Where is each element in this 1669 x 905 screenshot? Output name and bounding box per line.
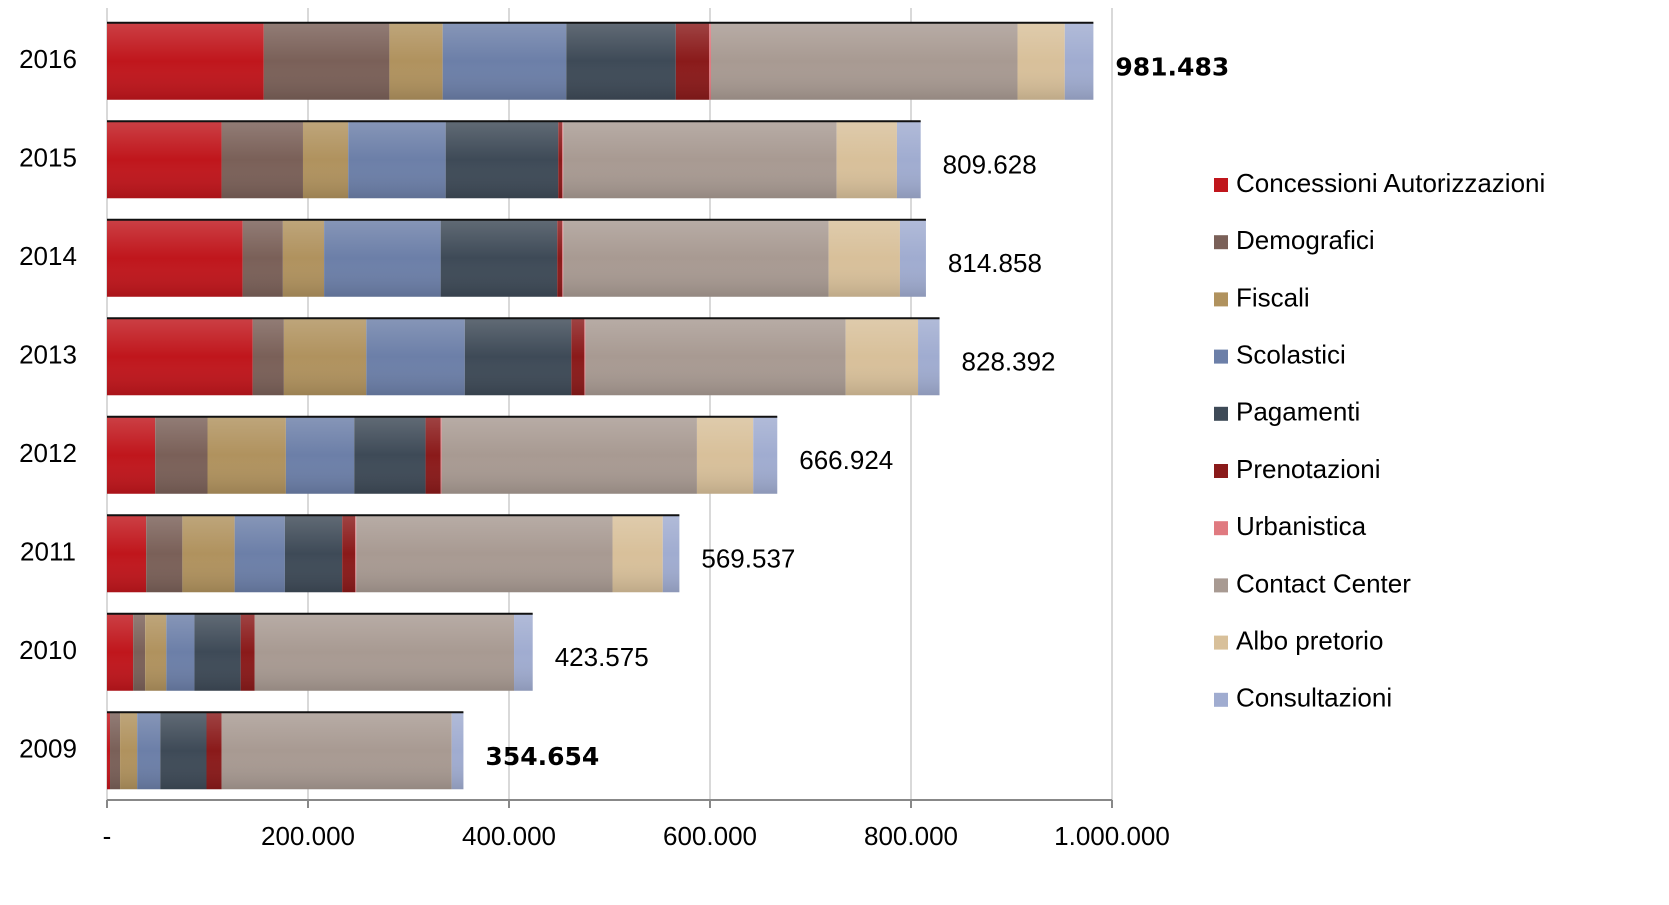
total-label: 569.537 [701, 544, 795, 574]
y-tick-label: 2014 [19, 241, 77, 271]
legend-swatch [1214, 178, 1228, 192]
y-tick-label: 2016 [19, 44, 77, 74]
legend-label: Urbanistica [1236, 511, 1367, 541]
y-tick-label: 2012 [19, 438, 77, 468]
x-tick-label: 800.000 [864, 821, 958, 851]
legend-label: Concessioni Autorizzazioni [1236, 168, 1545, 198]
x-tick-label: - [103, 821, 112, 851]
legend-swatch [1214, 692, 1228, 707]
total-label: 354.654 [485, 742, 599, 771]
bar-shine [107, 416, 778, 494]
bar-shine [107, 121, 921, 199]
legend-swatch [1214, 406, 1228, 421]
legend-swatch [1214, 235, 1228, 250]
legend-label: Pagamenti [1236, 397, 1360, 427]
total-label: 828.392 [962, 347, 1056, 377]
total-label: 809.628 [943, 150, 1037, 180]
legend-label: Albo pretorio [1236, 625, 1383, 655]
bar-shine [107, 613, 533, 691]
bar-shine [107, 515, 680, 593]
y-tick-label: 2010 [19, 635, 77, 665]
bar-shine [107, 712, 464, 790]
bar-shine [107, 22, 1094, 100]
x-tick-label: 1.000.000 [1054, 821, 1170, 851]
total-label: 814.858 [948, 248, 1042, 278]
x-tick-label: 200.000 [261, 821, 355, 851]
legend-swatch [1214, 292, 1228, 307]
total-label: 423.575 [555, 642, 649, 672]
legend-swatch [1214, 635, 1228, 650]
y-tick-label: 2011 [20, 537, 76, 567]
legend-label: Scolastici [1236, 339, 1346, 369]
total-label: 666.924 [799, 445, 893, 475]
x-tick-label: 400.000 [462, 821, 556, 851]
legend-swatch [1214, 349, 1228, 364]
y-tick-label: 2013 [19, 340, 77, 370]
total-label: 981.483 [1115, 52, 1229, 81]
y-tick-label: 2015 [19, 143, 77, 173]
x-tick-label: 600.000 [663, 821, 757, 851]
legend-label: Fiscali [1236, 282, 1310, 312]
bar-shine [107, 318, 940, 396]
bar-shine [107, 219, 926, 297]
legend-label: Consultazioni [1236, 683, 1392, 713]
legend-swatch [1214, 578, 1228, 593]
legend-label: Contact Center [1236, 568, 1411, 598]
legend-label: Prenotazioni [1236, 454, 1381, 484]
y-tick-label: 2009 [19, 734, 77, 764]
legend-swatch [1214, 521, 1228, 536]
legend-label: Demografici [1236, 225, 1375, 255]
legend-swatch [1214, 464, 1228, 478]
